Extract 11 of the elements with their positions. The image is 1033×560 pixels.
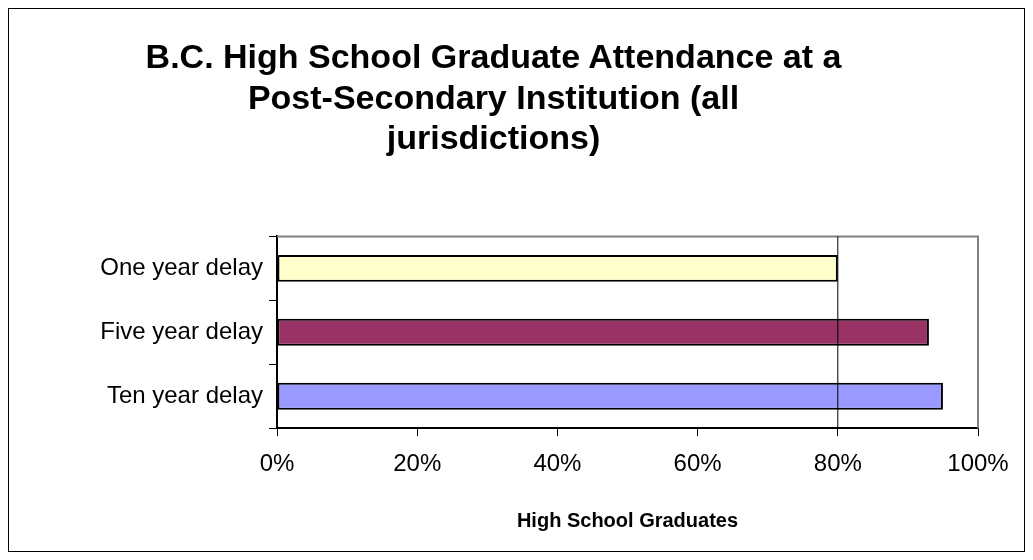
y-tick-label: Ten year delay <box>106 380 263 408</box>
x-axis-title: High School Graduates <box>516 508 739 531</box>
y-tick-label: One year delay <box>100 252 263 280</box>
y-tick-label: Five year delay <box>100 316 263 344</box>
x-tick-label: 20% <box>393 449 442 477</box>
x-tick-label: 80% <box>813 449 862 477</box>
x-tick-label: 40% <box>533 449 582 477</box>
x-tick-label: 60% <box>673 449 722 477</box>
x-tick-label: 0% <box>259 449 295 477</box>
chart-title: B.C. High School Graduate Attendance at a Post-Secondary Institution (all jurisdictions) <box>145 36 843 157</box>
x-tick-label: 100% <box>947 449 1009 477</box>
